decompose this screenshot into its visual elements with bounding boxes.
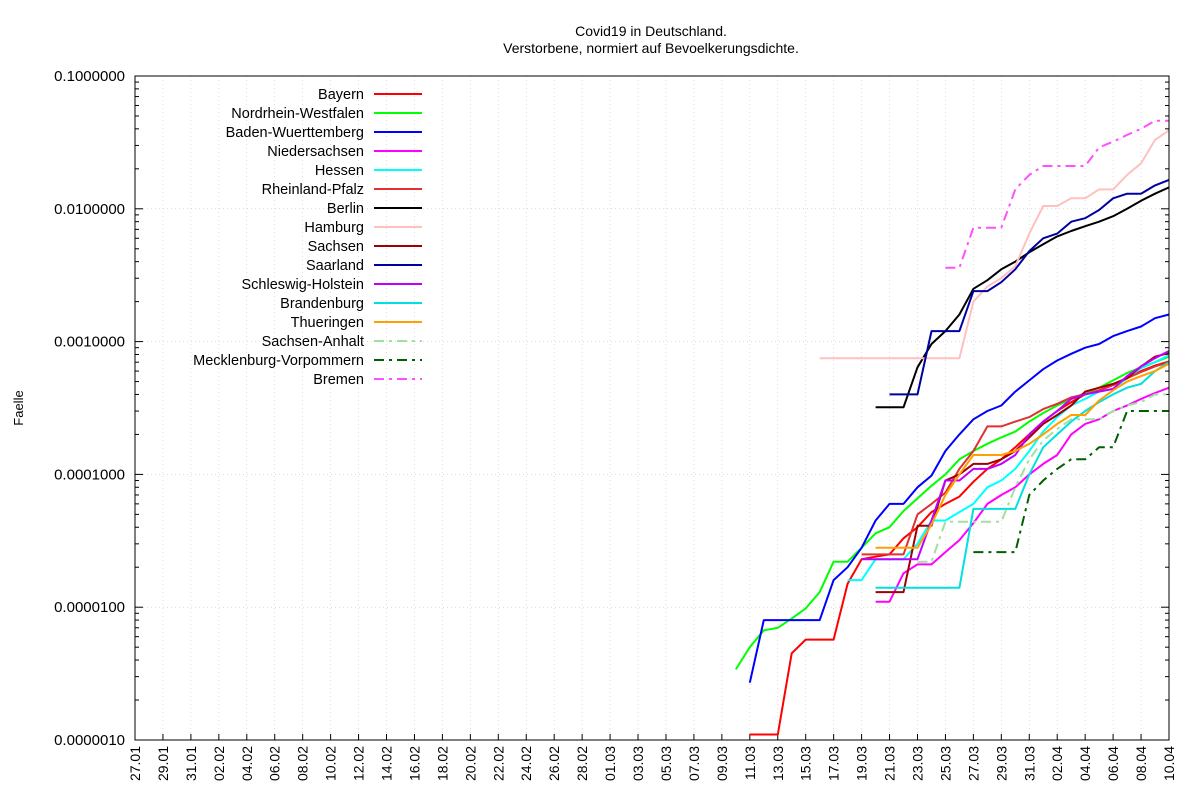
x-tick-label: 26.02	[546, 746, 562, 781]
x-tick-label: 06.02	[267, 746, 283, 781]
series-line-thueringen	[875, 362, 1170, 549]
chart-subtitle: Verstorbene, normiert auf Bevoelkerungsd…	[503, 40, 799, 56]
y-tick-label: 0.0100000	[54, 201, 125, 218]
series-line-saarland	[889, 178, 1170, 396]
legend-label: Baden-Wuerttemberg	[226, 125, 364, 141]
legend-label: Mecklenburg-Vorpommern	[193, 353, 364, 369]
legend-label: Rheinland-Pfalz	[262, 182, 364, 198]
x-tick-label: 07.03	[686, 746, 702, 781]
x-tick-label: 04.04	[1077, 746, 1093, 781]
x-tick-label: 29.01	[155, 746, 171, 781]
x-tick-label: 23.03	[909, 746, 925, 781]
x-tick-label: 17.03	[826, 746, 842, 781]
y-tick-label: 0.0000100	[54, 599, 125, 616]
x-tick-label: 31.01	[183, 746, 199, 781]
legend-label: Hamburg	[304, 220, 364, 236]
x-tick-label: 20.02	[462, 746, 478, 781]
legend-label: Schleswig-Holstein	[242, 277, 365, 293]
x-tick-label: 06.04	[1105, 746, 1121, 781]
x-tick-label: 08.04	[1133, 746, 1149, 781]
plot-frame	[134, 75, 1170, 741]
x-tick-label: 04.02	[239, 746, 255, 781]
x-tick-label: 27.01	[127, 746, 143, 781]
legend-label: Saarland	[306, 258, 364, 274]
legend-label: Thueringen	[291, 315, 364, 331]
legend-label: Hessen	[315, 163, 364, 179]
series-line-hamburg	[819, 129, 1170, 360]
x-tick-label: 14.02	[379, 746, 395, 781]
series-layer	[734, 119, 1170, 736]
x-tick-label: 21.03	[882, 746, 898, 781]
x-tick-label: 01.03	[602, 746, 618, 781]
x-tick-label: 16.02	[406, 746, 422, 781]
x-tick-label: 19.03	[854, 746, 870, 781]
series-line-brandenburg	[875, 361, 1170, 589]
x-tick-label: 28.02	[574, 746, 590, 781]
legend-label: Sachsen-Anhalt	[262, 334, 364, 350]
x-tick-label: 22.02	[490, 746, 506, 781]
chart-title: Covid19 in Deutschland.	[575, 23, 727, 39]
series-line-nordrhein-westfalen	[734, 355, 1170, 670]
y-tick-label: 0.0001000	[54, 466, 125, 483]
x-tick-label: 27.03	[965, 746, 981, 781]
legend: Bayern Nordrhein-Westfalen Baden-Wuerttemb…	[193, 87, 422, 388]
x-tick-labels: 27.01 29.01 31.01 02.02 04.02 06.02 08.02 10.02…	[127, 746, 1177, 781]
x-tick-label: 09.03	[714, 746, 730, 781]
y-tick-label: 0.0010000	[54, 334, 125, 351]
x-tick-label: 13.03	[770, 746, 786, 781]
x-tick-label: 10.04	[1161, 746, 1177, 781]
y-tick-labels: 0.1000000 0.0100000 0.0010000 0.0001000 0.00…	[54, 68, 125, 749]
x-tick-label: 03.03	[630, 746, 646, 781]
x-tick-label: 02.04	[1049, 746, 1065, 781]
legend-label: Berlin	[327, 201, 364, 217]
series-line-berlin	[875, 186, 1170, 409]
x-tick-label: 08.02	[295, 746, 311, 781]
series-line-baden-wuerttemberg	[748, 313, 1170, 683]
legend-label: Niedersachsen	[267, 144, 364, 160]
series-line-niedersachsen	[875, 386, 1170, 603]
series-line-sachsen-anhalt	[917, 393, 1169, 563]
legend-label: Bayern	[318, 87, 364, 103]
x-tick-label: 31.03	[1021, 746, 1037, 781]
x-tick-label: 29.03	[993, 746, 1009, 781]
x-tick-label: 24.02	[518, 746, 534, 781]
grid-layer	[134, 75, 1170, 741]
series-line-bremen	[945, 119, 1169, 269]
x-tick-label: 15.03	[798, 746, 814, 781]
series-line-schleswig-holstein	[861, 350, 1170, 561]
series-line-mecklenburg-vorpommern	[973, 410, 1169, 554]
legend-label: Nordrhein-Westfalen	[231, 106, 364, 122]
x-tick-label: 02.02	[211, 746, 227, 781]
legend-label: Brandenburg	[280, 296, 364, 312]
x-tick-label: 11.03	[742, 746, 758, 780]
x-tick-label: 25.03	[937, 746, 953, 781]
y-tick-label: 0.0000010	[54, 732, 125, 749]
legend-label: Bremen	[313, 372, 364, 388]
y-tick-label: 0.1000000	[54, 68, 125, 85]
x-tick-label: 12.02	[351, 746, 367, 781]
x-tick-label: 10.02	[323, 746, 339, 781]
series-line-bayern	[749, 360, 1170, 736]
y-axis-label: Faelle	[11, 390, 26, 425]
x-tick-label: 18.02	[434, 746, 450, 781]
x-tick-label: 05.03	[658, 746, 674, 781]
legend-label: Sachsen	[308, 239, 364, 255]
